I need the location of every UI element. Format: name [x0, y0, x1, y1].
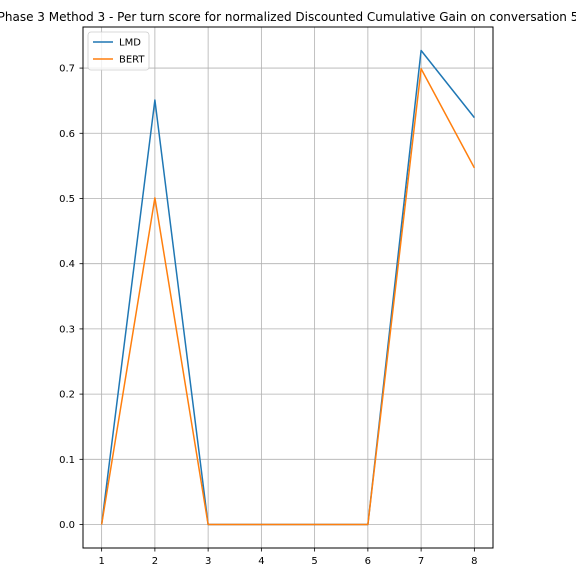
plot-frame: [82, 26, 494, 549]
x-tick-label: 1: [98, 556, 104, 567]
y-tick-label: 0.6: [59, 129, 75, 140]
x-tick-label: 4: [258, 556, 264, 567]
series-layer: [100, 49, 476, 526]
y-tick-label: 0.2: [59, 390, 75, 401]
y-tick-label: 0.4: [59, 259, 75, 270]
x-tick-label: 8: [471, 556, 477, 567]
x-tick-label: 3: [205, 556, 211, 567]
y-axis: 0.0 0.1 0.2 0.3 0.4 0.5 0.6 0.7: [59, 64, 83, 531]
x-axis: 1 2 3 4 5 6 7 8: [98, 548, 478, 567]
y-tick-label: 0.3: [59, 324, 75, 335]
legend: LMD BERT: [87, 31, 150, 71]
x-tick-label: 7: [418, 556, 424, 567]
y-tick-label: 0.0: [59, 520, 75, 531]
series-line-lmd: [100, 49, 475, 526]
series-line-bert: [100, 67, 476, 526]
legend-label-lmd: LMD: [119, 38, 141, 49]
x-tick-label: 6: [365, 556, 371, 567]
y-tick-label: 0.1: [59, 455, 75, 466]
x-tick-label: 5: [311, 556, 317, 567]
chart-title: Phase 3 Method 3 - Per turn score for no…: [0, 10, 576, 24]
legend-label-bert: BERT: [119, 55, 145, 66]
x-tick-label: 2: [152, 556, 158, 567]
grid: [83, 27, 493, 548]
y-tick-label: 0.5: [59, 194, 75, 205]
y-tick-label: 0.7: [59, 64, 75, 75]
